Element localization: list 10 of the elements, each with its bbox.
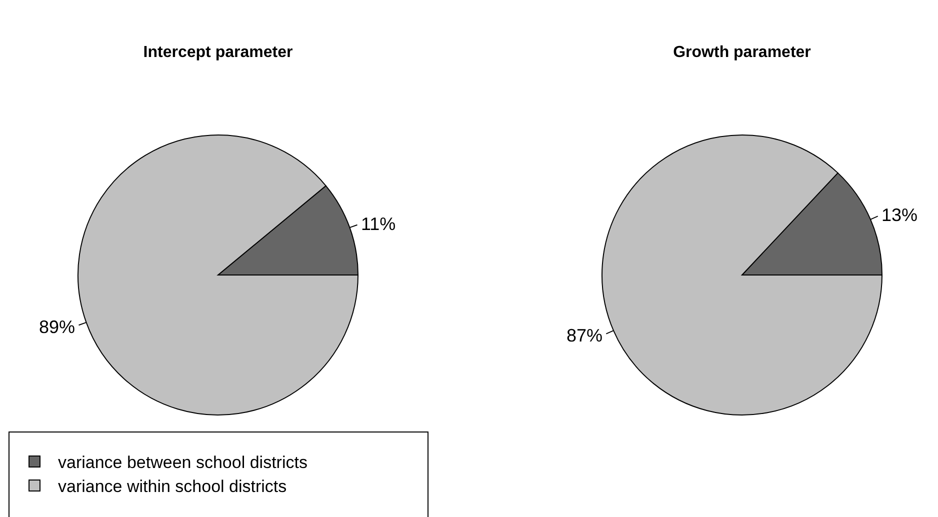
pie-slice — [602, 134, 882, 416]
data-label: 87% — [566, 326, 602, 346]
data-label: 13% — [882, 204, 918, 225]
chart-title: Growth parameter — [673, 44, 811, 61]
legend-label: variance within school districts — [58, 476, 287, 496]
data-label: 11% — [361, 214, 396, 234]
chart-title: Intercept parameter — [143, 44, 293, 61]
data-label: 89% — [38, 316, 75, 337]
pie-slice — [78, 134, 358, 416]
legend-label: variance between school districts — [58, 452, 308, 472]
